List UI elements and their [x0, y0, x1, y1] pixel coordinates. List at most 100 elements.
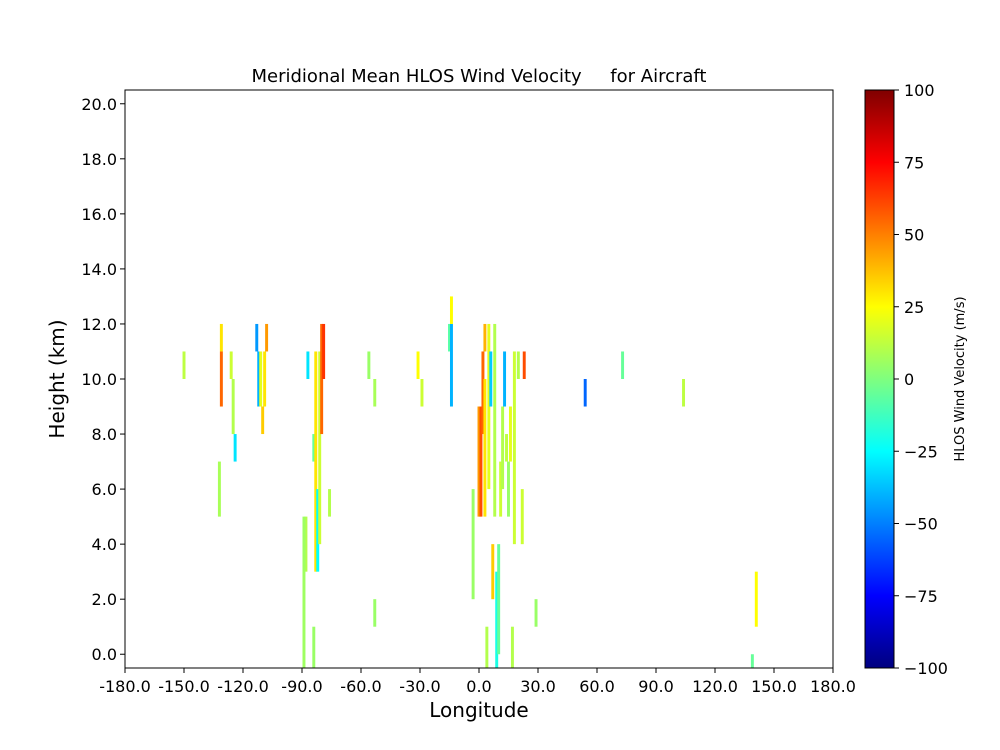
- x-tick-label: -90.0: [281, 677, 322, 696]
- heatmap-cell: [483, 323, 487, 352]
- heatmap-cell: [328, 489, 332, 517]
- colorbar-tick-label: 0: [904, 370, 914, 389]
- heatmap-cell: [499, 461, 503, 517]
- heatmap-cell: [520, 489, 524, 545]
- heatmap-cell: [259, 351, 263, 407]
- y-axis-label: Height (km): [45, 319, 69, 438]
- heatmap-cell: [312, 434, 316, 462]
- y-tick-label: 14.0: [81, 260, 117, 279]
- x-tick-label: -120.0: [217, 677, 269, 696]
- x-tick-label: 120.0: [692, 677, 738, 696]
- x-tick-label: -30.0: [399, 677, 440, 696]
- colorbar-tick-label: −25: [904, 442, 938, 461]
- x-tick-label: 0.0: [466, 677, 491, 696]
- heatmap-cell: [503, 351, 507, 407]
- heatmap-cell: [505, 434, 509, 462]
- heatmap-cell: [471, 489, 475, 600]
- colorbar-tick-label: 100: [904, 81, 935, 100]
- heatmap-cell: [750, 654, 754, 668]
- heatmap-cell: [522, 351, 526, 379]
- heatmap-cell: [306, 351, 310, 379]
- heatmap-cell: [302, 516, 306, 668]
- heatmap-cell: [367, 351, 371, 379]
- heatmap-cell: [493, 323, 497, 517]
- y-tick-label: 2.0: [92, 590, 117, 609]
- heatmap-cell: [231, 379, 235, 435]
- y-tick-label: 0.0: [92, 645, 117, 664]
- colorbar-ticks: −100 −75 −50 −25 0 25 50 75 100: [894, 81, 948, 678]
- x-tick-label: 90.0: [638, 677, 674, 696]
- x-tick-label: 60.0: [579, 677, 615, 696]
- heatmap-cell: [219, 323, 223, 352]
- y-tick-label: 8.0: [92, 425, 117, 444]
- heatmap-cell: [534, 599, 538, 627]
- heatmap-cell: [621, 351, 625, 379]
- y-tick-label: 18.0: [81, 150, 117, 169]
- x-tick-label: -60.0: [340, 677, 381, 696]
- heatmap-cell: [263, 351, 267, 407]
- heatmap-cell: [449, 323, 453, 407]
- heatmap-cell: [229, 351, 233, 379]
- colorbar-tick-label: 75: [904, 153, 924, 172]
- heatmap-cell: [233, 434, 237, 462]
- y-tick-label: 20.0: [81, 95, 117, 114]
- heatmap-cell: [257, 351, 261, 407]
- heatmap-cell: [420, 379, 424, 407]
- heatmap-cell: [219, 351, 223, 407]
- y-tick-label: 4.0: [92, 535, 117, 554]
- heatmap-cell: [682, 379, 686, 407]
- heatmap-cell: [314, 351, 318, 572]
- heatmap-cell: [481, 351, 485, 435]
- heatmap-cell: [322, 323, 326, 379]
- heatmap-cell: [583, 379, 587, 407]
- y-tick-label: 10.0: [81, 370, 117, 389]
- heatmap-cells: [182, 296, 758, 668]
- colorbar-tick-label: −75: [904, 587, 938, 606]
- x-tick-label: 30.0: [520, 677, 556, 696]
- heatmap-cell: [416, 351, 420, 379]
- colorbar-tick-label: 50: [904, 226, 924, 245]
- heatmap-cell: [182, 351, 186, 379]
- heatmap-cell: [491, 544, 495, 600]
- heatmap-cell: [489, 351, 493, 407]
- heatmap-cell: [495, 571, 499, 668]
- heatmap-cell: [477, 406, 481, 517]
- y-tick-label: 6.0: [92, 480, 117, 499]
- heatmap-cell: [265, 323, 269, 352]
- x-tick-label: -150.0: [158, 677, 210, 696]
- heatmap-cell: [508, 406, 512, 462]
- x-tick-label: 150.0: [751, 677, 797, 696]
- y-tick-label: 16.0: [81, 205, 117, 224]
- heatmap-cell: [318, 351, 322, 545]
- colorbar: [864, 89, 895, 669]
- heatmap-cell: [373, 599, 377, 627]
- y-axis-ticks: 0.0 2.0 4.0 6.0 8.0 10.0 12.0 14.0 16.0 18.0 20.0: [81, 95, 125, 664]
- heatmap-cell: [217, 461, 221, 517]
- heatmap-cell: [255, 323, 259, 352]
- colorbar-tick-label: −100: [904, 659, 948, 678]
- heatmap-cell: [448, 323, 451, 352]
- heatmap-cell: [320, 323, 324, 435]
- x-tick-label: 180.0: [810, 677, 856, 696]
- colorbar-tick-label: −50: [904, 515, 938, 534]
- heatmap-cell: [483, 379, 487, 517]
- x-axis-ticks: -180.0 -150.0 -120.0 -90.0 -60.0 -30.0 0.0 30.0…: [99, 668, 856, 696]
- heatmap-cell: [512, 351, 516, 545]
- heatmap-cell: [501, 406, 505, 490]
- colorbar-tick-label: 25: [904, 298, 924, 317]
- colorbar-label: HLOS Wind Velocity (m/s): [953, 296, 968, 461]
- heatmap-cell: [510, 626, 514, 668]
- heatmap-cell: [304, 516, 308, 572]
- heatmap-cell: [754, 571, 758, 627]
- heatmap-cell: [316, 489, 320, 572]
- heatmap-cell: [516, 351, 520, 379]
- heatmap-cell: [485, 626, 489, 668]
- x-tick-label: -180.0: [99, 677, 151, 696]
- heatmap-cell: [373, 379, 377, 407]
- heatmap-cell: [497, 544, 501, 655]
- x-axis-label: Longitude: [429, 698, 528, 722]
- heatmap-cell: [479, 406, 483, 517]
- heatmap-cell: [449, 296, 453, 324]
- heatmap-cell: [507, 461, 510, 517]
